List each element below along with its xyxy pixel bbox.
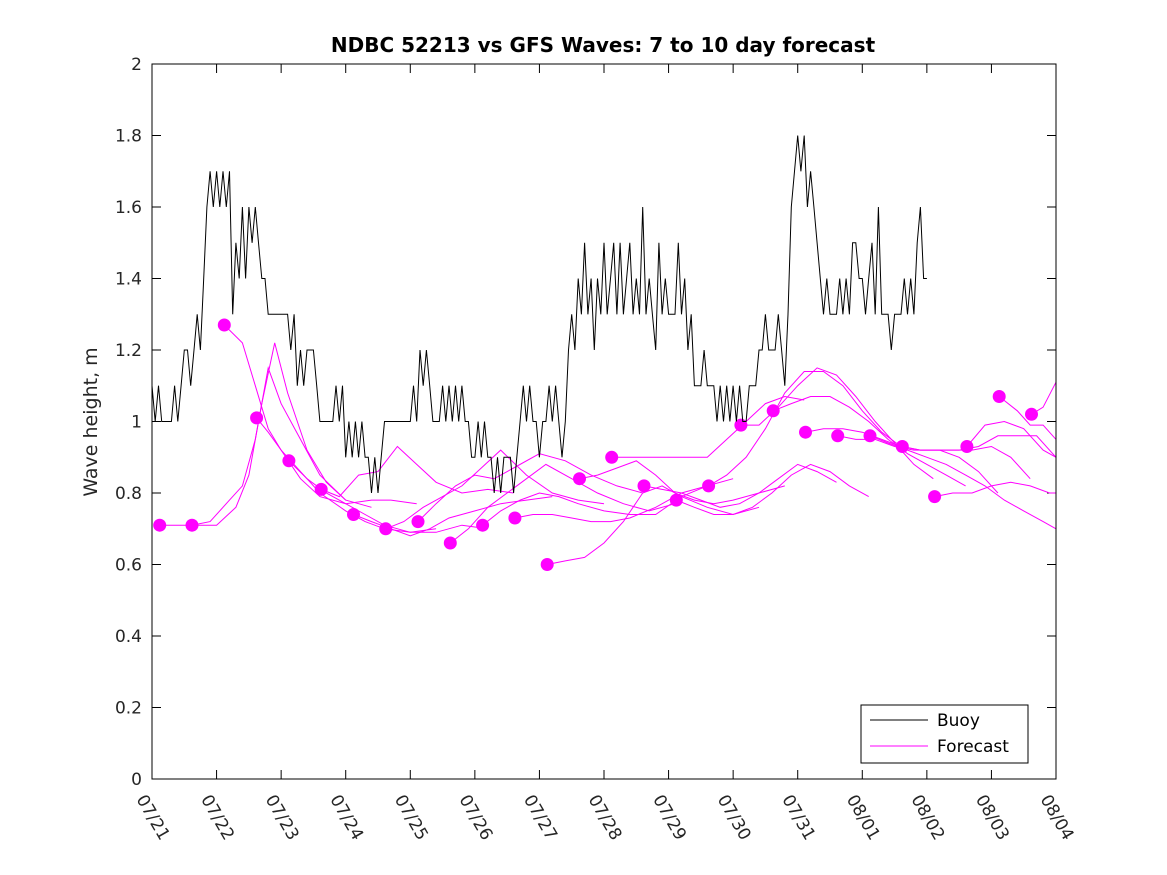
forecast-line: [966, 420, 1057, 458]
forecast-line: [256, 417, 437, 533]
forecast-start-point: [185, 518, 199, 532]
forecast-start-point: [314, 482, 328, 496]
forecast-line: [934, 481, 1056, 498]
forecast-line: [643, 463, 837, 508]
forecast-start-point: [282, 454, 296, 468]
forecast-start-point: [799, 425, 812, 439]
forecast-line: [321, 445, 514, 498]
y-tick-label: 0.6: [115, 556, 142, 576]
legend: Buoy Forecast: [860, 704, 1029, 764]
forecast-start-point: [1025, 407, 1038, 421]
forecast-start-point: [411, 515, 425, 529]
y-axis-label: Wave height, m: [80, 347, 102, 496]
forecast-start-point: [347, 508, 360, 521]
forecast-start-point: [573, 472, 586, 486]
forecast-start-point: [702, 479, 716, 493]
legend-box: [860, 704, 1029, 764]
y-tick-label: 1.8: [115, 127, 142, 147]
chart-title: NDBC 52213 vs GFS Waves: 7 to 10 day for…: [331, 33, 876, 57]
forecast-start-point: [540, 558, 554, 571]
forecast-start-point: [992, 390, 1006, 403]
plot-area: [152, 64, 1056, 779]
legend-buoy-label: Buoy: [937, 711, 980, 731]
forecast-line: [611, 395, 805, 458]
forecast-start-point: [217, 318, 231, 332]
forecast-line: [191, 365, 372, 526]
y-tick-label: 0.4: [115, 627, 142, 647]
forecast-line: [773, 396, 966, 487]
y-tick-label: 1: [131, 413, 142, 433]
y-tick-label: 2: [131, 55, 142, 75]
forecast-start-point: [153, 518, 167, 532]
y-tick-label: 1.4: [115, 270, 142, 290]
y-axis: 0 0.2 0.4 0.6 0.8 1 1.2 1.4 1.6 1.8 2: [115, 55, 1056, 790]
forecast-line: [708, 371, 902, 487]
y-tick-label: 0.8: [115, 484, 142, 504]
forecast-start-point: [476, 518, 490, 532]
forecast-start-point: [605, 450, 619, 464]
forecast-start-point: [960, 440, 974, 453]
plot-frame: [151, 63, 1057, 780]
forecast-line: [547, 485, 760, 565]
buoy-series: [151, 135, 927, 494]
legend-forecast-label: Forecast: [937, 737, 1009, 757]
forecast-start-point: [669, 493, 683, 507]
y-tick-label: 1.2: [115, 341, 142, 361]
forecast-line: [417, 453, 643, 522]
forecast-start-point: [895, 440, 909, 453]
y-tick-label: 0.2: [115, 699, 142, 719]
forecast-line: [385, 449, 605, 530]
forecast-start-point: [863, 429, 877, 443]
forecast-line: [579, 460, 785, 505]
forecast-start-point: [928, 490, 942, 504]
forecast-start-point: [443, 536, 457, 550]
y-tick-label: 0: [131, 770, 142, 790]
buoy-line: [151, 135, 927, 494]
forecast-line: [998, 396, 1057, 440]
forecast-line: [676, 463, 869, 515]
forecast-series: [153, 318, 1057, 571]
forecast-start-point: [250, 411, 264, 425]
forecast-line: [482, 485, 708, 526]
forecast-line: [223, 324, 417, 505]
forecast-start-point: [379, 522, 393, 536]
y-tick-label: 1.6: [115, 198, 142, 218]
forecast-start-point: [637, 479, 651, 493]
forecast-start-point: [508, 511, 522, 525]
forecast-start-point: [831, 429, 845, 443]
forecast-line: [514, 478, 734, 523]
forecast-line: [449, 463, 676, 544]
forecast-start-point: [766, 404, 780, 418]
